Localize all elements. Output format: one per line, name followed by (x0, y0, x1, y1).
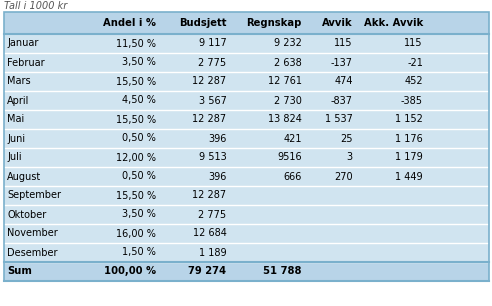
Text: 3,50 %: 3,50 % (123, 58, 156, 68)
Text: Juli: Juli (7, 152, 22, 162)
Bar (4, 186, 489, 205)
Text: 1 176: 1 176 (395, 133, 423, 144)
Text: 2 775: 2 775 (198, 210, 226, 219)
Text: Juni: Juni (7, 133, 25, 144)
Text: 1 179: 1 179 (395, 152, 423, 162)
Text: -21: -21 (407, 58, 423, 68)
Text: 13 824: 13 824 (268, 114, 302, 125)
Text: April: April (7, 95, 30, 106)
Bar (4, 12, 489, 34)
Bar (4, 34, 489, 53)
Text: Akk. Avvik: Akk. Avvik (364, 18, 423, 28)
Text: 421: 421 (283, 133, 302, 144)
Bar (4, 243, 489, 262)
Bar (4, 53, 489, 72)
Text: Sum: Sum (7, 267, 32, 277)
Text: 15,50 %: 15,50 % (116, 191, 156, 200)
Text: Desember: Desember (7, 248, 58, 258)
Bar (4, 110, 489, 129)
Text: Oktober: Oktober (7, 210, 46, 219)
Text: 1 449: 1 449 (396, 171, 423, 181)
Bar (4, 91, 489, 110)
Text: August: August (7, 171, 41, 181)
Bar (4, 205, 489, 224)
Text: 100,00 %: 100,00 % (104, 267, 156, 277)
Bar (4, 167, 489, 186)
Text: 12 761: 12 761 (268, 76, 302, 87)
Text: 3 567: 3 567 (199, 95, 226, 106)
Text: 16,00 %: 16,00 % (116, 229, 156, 238)
Text: 9516: 9516 (277, 152, 302, 162)
Bar (4, 148, 489, 167)
Text: 79 274: 79 274 (188, 267, 226, 277)
Bar (4, 224, 489, 243)
Text: 474: 474 (334, 76, 353, 87)
Bar (4, 129, 489, 148)
Text: 1 537: 1 537 (325, 114, 353, 125)
Text: 25: 25 (340, 133, 353, 144)
Text: Regnskap: Regnskap (246, 18, 302, 28)
Text: 12 287: 12 287 (192, 114, 226, 125)
Text: September: September (7, 191, 61, 200)
Text: 666: 666 (283, 171, 302, 181)
Text: 2 730: 2 730 (274, 95, 302, 106)
Text: 0,50 %: 0,50 % (123, 133, 156, 144)
Text: Februar: Februar (7, 58, 45, 68)
Text: -837: -837 (331, 95, 353, 106)
Text: 1 189: 1 189 (199, 248, 226, 258)
Text: 9 117: 9 117 (199, 39, 226, 48)
Text: -385: -385 (401, 95, 423, 106)
Text: 1 152: 1 152 (395, 114, 423, 125)
Text: 0,50 %: 0,50 % (123, 171, 156, 181)
Text: Andel i %: Andel i % (103, 18, 156, 28)
Text: 12 287: 12 287 (192, 76, 226, 87)
Text: 396: 396 (208, 133, 226, 144)
Bar (4, 12, 489, 281)
Text: 4,50 %: 4,50 % (123, 95, 156, 106)
Text: 2 775: 2 775 (198, 58, 226, 68)
Text: Tall i 1000 kr: Tall i 1000 kr (4, 1, 67, 11)
Text: -137: -137 (331, 58, 353, 68)
Text: 1,50 %: 1,50 % (123, 248, 156, 258)
Bar (4, 72, 489, 91)
Bar (4, 262, 489, 281)
Text: 452: 452 (404, 76, 423, 87)
Text: 270: 270 (334, 171, 353, 181)
Text: 115: 115 (404, 39, 423, 48)
Text: 9 513: 9 513 (199, 152, 226, 162)
Text: 11,50 %: 11,50 % (116, 39, 156, 48)
Text: 15,50 %: 15,50 % (116, 114, 156, 125)
Text: 12,00 %: 12,00 % (116, 152, 156, 162)
Text: 12 287: 12 287 (192, 191, 226, 200)
Text: Mars: Mars (7, 76, 31, 87)
Text: 9 232: 9 232 (274, 39, 302, 48)
Text: 12 684: 12 684 (193, 229, 226, 238)
Text: November: November (7, 229, 58, 238)
Text: Avvik: Avvik (322, 18, 353, 28)
Text: 3,50 %: 3,50 % (123, 210, 156, 219)
Text: 2 638: 2 638 (274, 58, 302, 68)
Text: Mai: Mai (7, 114, 24, 125)
Text: 115: 115 (334, 39, 353, 48)
Text: 396: 396 (208, 171, 226, 181)
Text: Budsjett: Budsjett (179, 18, 226, 28)
Text: 15,50 %: 15,50 % (116, 76, 156, 87)
Text: 51 788: 51 788 (263, 267, 302, 277)
Text: 3: 3 (346, 152, 353, 162)
Text: Januar: Januar (7, 39, 38, 48)
